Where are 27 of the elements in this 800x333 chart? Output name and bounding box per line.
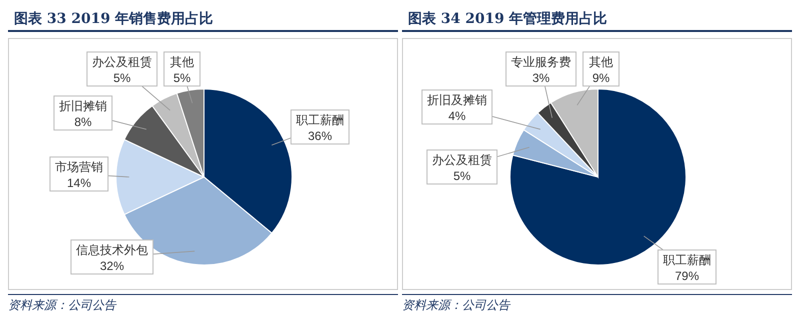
text: 资料来源：公司公告 [8, 294, 398, 314]
data-label: 3% [532, 71, 550, 85]
slice-label: 专业服务费 [511, 55, 571, 69]
slice-label: 其他 [170, 55, 194, 69]
slice-label: 其他 [589, 55, 613, 69]
slice-label: 职工薪酬 [296, 113, 344, 127]
text: 资料来源：公司公告 [402, 294, 792, 314]
data-label: 8% [74, 115, 92, 129]
data-label: 32% [100, 259, 124, 273]
data-label: 5% [113, 71, 131, 85]
slice-label: 信息技术外包 [76, 243, 148, 257]
pie-slice [510, 88, 686, 266]
data-label: 4% [448, 109, 466, 123]
data-label: 14% [66, 176, 92, 190]
slice-label: 办公及租赁 [432, 153, 492, 167]
slice-label: 办公及租赁 [92, 55, 152, 69]
data-label: 79% [674, 269, 700, 283]
slice-label: 折旧摊销 [59, 99, 107, 113]
data-label: 5% [453, 169, 471, 183]
slice-label: 职工薪酬 [663, 253, 711, 267]
slice-label: 市场营销 [55, 160, 103, 174]
slice-label: 折旧及摊销 [427, 93, 487, 107]
data-label: 36% [308, 129, 332, 143]
data-label: 9% [592, 71, 610, 85]
chart-title: 图表 33 2019 年销售费用占比 [8, 8, 398, 32]
chart-title: 图表 34 2019 年管理费用占比 [402, 8, 792, 32]
data-label: 5% [173, 71, 191, 85]
